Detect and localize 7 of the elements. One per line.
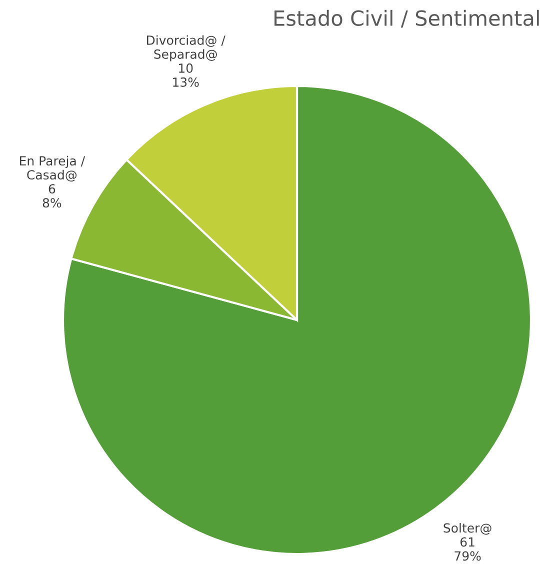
slice-label: Solter@	[444, 523, 492, 535]
data-label: 10 13%	[173, 63, 199, 87]
slice-label: En Pareja / Casad@	[20, 156, 86, 182]
data-label: 6 8%	[42, 184, 62, 208]
data-label: 61 79%	[454, 537, 481, 561]
slice-label: Divorciad@ / Separad@	[147, 35, 226, 62]
chart-title: Estado Civil / Sentimental	[274, 10, 539, 28]
